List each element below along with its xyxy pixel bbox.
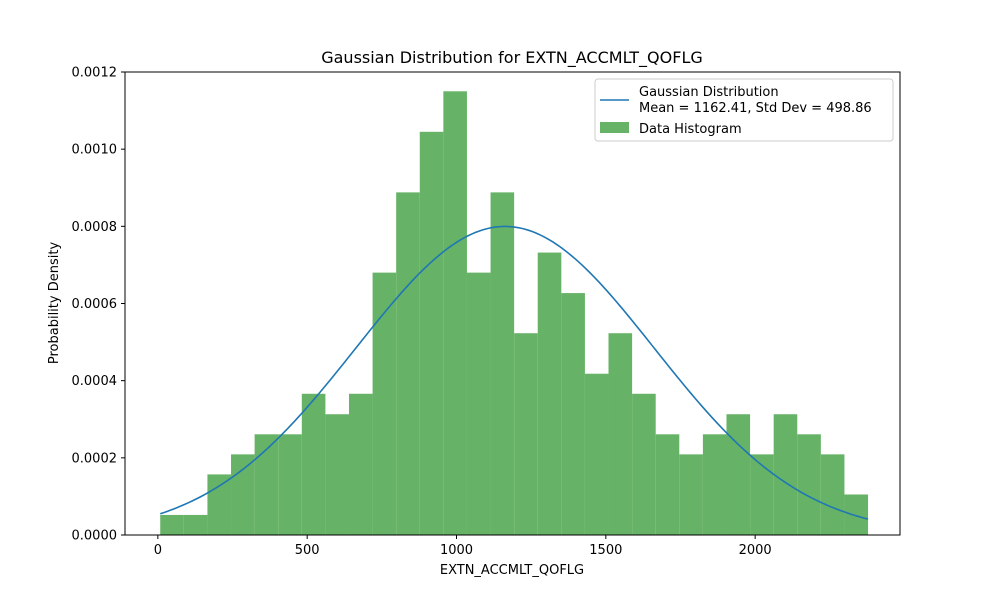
legend-histogram-label: Data Histogram [639,122,742,137]
histogram-bar [372,272,397,535]
y-tick-label: 0.0002 [72,451,118,466]
histogram-bar [254,434,279,535]
y-tick-label: 0.0010 [72,143,118,158]
y-axis-label: Probability Density [47,242,62,365]
histogram-bar [797,434,821,535]
y-tick-label: 0.0012 [72,66,118,81]
histogram-bar [183,514,208,535]
histogram-bar [490,192,515,535]
histogram-bar [443,91,467,536]
histogram-bar [396,192,420,535]
y-axis-ticks: 0.0000 0.0002 0.0004 0.0006 0.0008 0.0010 0.00… [72,66,125,544]
x-tick-label: 1500 [589,543,622,558]
x-tick-label: 500 [295,543,320,558]
x-axis-label: EXTN_ACCMLT_QOFLG [440,563,584,578]
legend-gaussian-label: Gaussian Distribution [639,85,779,100]
x-axis-ticks: 0 500 1000 1500 2000 [154,535,772,558]
legend-box [594,78,894,142]
histogram-bar [820,454,845,535]
histogram-bar [679,454,703,535]
histogram-bar [726,414,751,535]
legend-bar-swatch [600,122,629,133]
y-tick-label: 0.0004 [72,374,118,389]
histogram-bar [348,393,373,535]
legend: Gaussian Distribution Mean = 1162.41, St… [594,78,894,142]
legend-gaussian-stats: Mean = 1162.41, Std Dev = 498.86 [639,101,872,116]
histogram-bar [750,454,774,535]
histogram-bar [419,131,444,535]
y-tick-label: 0.0008 [72,220,118,235]
histogram-bar [773,414,798,535]
histogram-bar [301,393,326,535]
histogram-bar [844,494,869,535]
histogram-bar [584,373,609,535]
histogram-bar [514,333,538,535]
histogram-bar [278,434,302,535]
x-tick-label: 2000 [739,543,772,558]
histogram-bar [231,454,255,535]
histogram-bar [632,393,656,535]
histogram-bar [160,514,184,535]
histogram-bar [561,293,585,535]
y-tick-label: 0.0000 [72,529,118,544]
histogram-bar [655,434,680,535]
histogram-bar [466,272,491,535]
histogram-bars [160,91,869,536]
histogram-bar [325,414,349,535]
histogram-bar [702,434,727,535]
histogram-bar [537,252,562,535]
histogram-bar [207,474,232,535]
gaussian-curve [159,225,869,520]
y-tick-label: 0.0006 [72,297,118,312]
x-tick-label: 0 [154,543,162,558]
x-tick-label: 1000 [440,543,473,558]
histogram-bar [608,333,633,535]
chart-title: Gaussian Distribution for EXTN_ACCMLT_QO… [321,48,703,68]
